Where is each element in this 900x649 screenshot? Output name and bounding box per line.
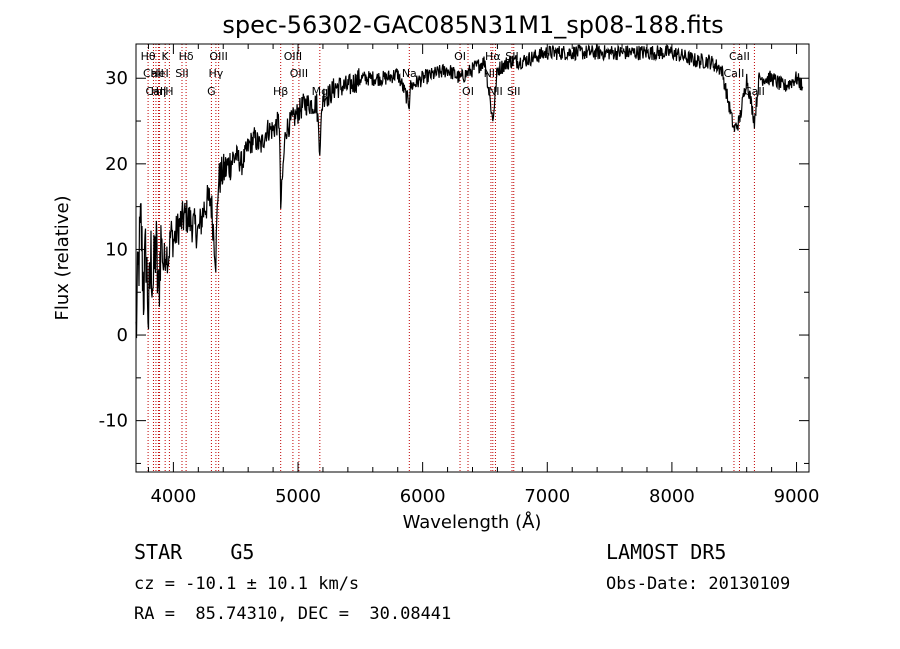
spectral-line-label: OIII — [209, 50, 227, 63]
y-axis-label: Flux (relative) — [52, 195, 73, 320]
y-tick-label: -10 — [99, 411, 128, 432]
spectral-line-label: CaII — [724, 67, 745, 80]
spectral-line-label: Mg — [312, 85, 328, 98]
spectral-line-label: G — [207, 85, 216, 98]
x-tick-label: 6000 — [400, 486, 446, 507]
coordinates-readout: RA = 85.74310, DEC = 30.08441 — [134, 604, 452, 624]
x-tick-label: 8000 — [649, 486, 695, 507]
x-axis-label: Wavelength (Å) — [403, 511, 542, 533]
spectral-line-label: CaII — [729, 50, 750, 63]
spectrum-series-line — [135, 44, 804, 339]
spectral-line-label: OI — [462, 85, 474, 98]
spectral-line-label: HeI — [150, 67, 168, 80]
velocity-readout: cz = -10.1 ± 10.1 km/s — [134, 574, 360, 594]
plot-frame — [135, 43, 810, 473]
x-tick-label: 5000 — [275, 486, 321, 507]
spectral-line-label: CaII — [143, 67, 164, 80]
spectral-line-label: Hη — [151, 85, 166, 98]
spectral-line-markers — [147, 44, 755, 472]
y-tick-label: 30 — [105, 68, 128, 89]
x-axis: 4000 5000 6000 7000 8000 9000 — [147, 44, 820, 507]
y-axis: -10 0 10 20 30 — [99, 68, 809, 464]
chart-title: spec-56302-GAC085N31M1_sp08-188.fits — [222, 11, 723, 39]
spectral-line-label: SII — [175, 67, 188, 80]
survey-name: LAMOST DR5 — [606, 540, 727, 564]
spectral-line-label: CaII — [145, 85, 166, 98]
spectral-line-label: H — [165, 85, 173, 98]
object-class: STAR G5 — [134, 540, 255, 564]
spectral-line-label: CaII — [744, 85, 765, 98]
spectral-line-label: Hθ — [141, 50, 156, 63]
spectral-line-label: Hγ — [208, 67, 223, 80]
observation-date: Obs-Date: 20130109 — [606, 574, 791, 594]
spectral-line-label: Na — [402, 67, 417, 80]
x-tick-label: 4000 — [150, 486, 196, 507]
y-tick-label: 20 — [105, 154, 128, 175]
spectral-line-label: K — [162, 50, 170, 63]
spectral-line-label: Hα — [485, 50, 501, 63]
spectral-line-label: Hβ — [273, 85, 288, 98]
spectral-line-label: SII — [507, 85, 520, 98]
x-tick-label: 7000 — [524, 486, 570, 507]
spectral-line-label: OIII — [290, 67, 308, 80]
y-tick-label: 0 — [117, 325, 128, 346]
y-tick-label: 10 — [105, 239, 128, 260]
spectral-line-label: OI — [454, 50, 466, 63]
spectral-line-label: Hδ — [179, 50, 194, 63]
x-tick-label: 9000 — [774, 486, 820, 507]
spectral-line-label: OIII — [284, 50, 302, 63]
